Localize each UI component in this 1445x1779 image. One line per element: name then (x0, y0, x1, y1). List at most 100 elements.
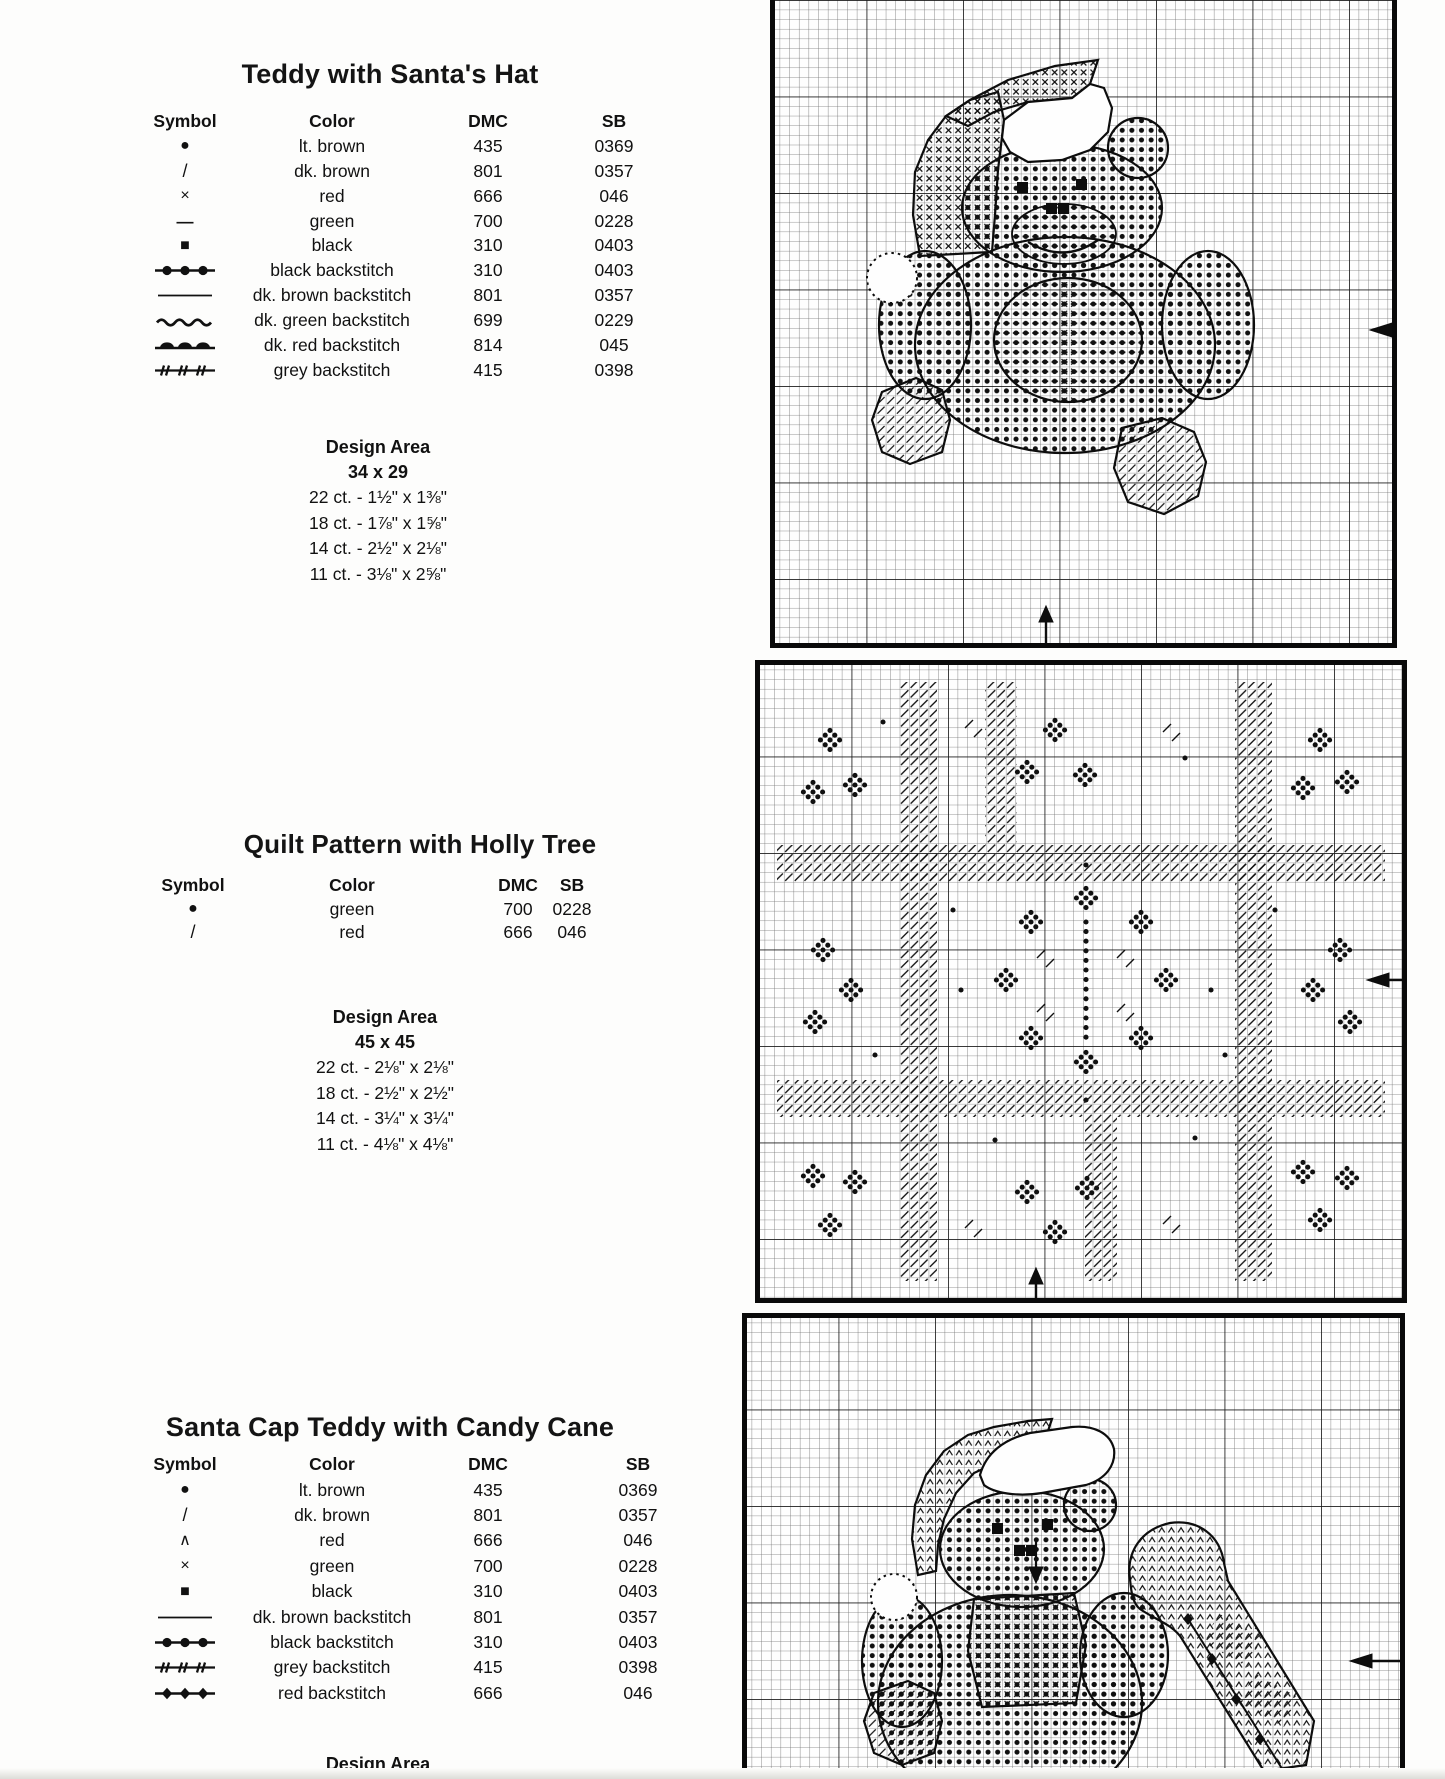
legend-value: 0398 (618, 1657, 658, 1678)
teddy-left-foot (862, 1679, 944, 1767)
legend-2-symbol-column: Symbol ● / (33, 874, 353, 944)
legend-1-dmc-column: DMC 435 801 666 700 310 310 801 699 814 … (328, 109, 648, 383)
legend-value: 666 (503, 921, 533, 942)
legend-2-color-column: Color green red (192, 874, 512, 944)
design-area-count: 18 ct. - 1⅞" x 1⅝" (309, 512, 447, 533)
legend-value: black (311, 1581, 353, 1602)
legend-value: red (319, 1530, 345, 1551)
legend-value: lt. brown (298, 1479, 366, 1500)
design-area-count: 18 ct. - 2½" x 2½" (316, 1082, 454, 1103)
legend-3-symbol-column: Symbol ● / ∧ × ■ (25, 1452, 345, 1706)
legend-value: 0357 (594, 285, 634, 306)
legend-value: 310 (473, 260, 503, 281)
legend-value: dk. green backstitch (254, 310, 410, 331)
legend-value: green (309, 1555, 355, 1576)
section-1-title: Teddy with Santa's Hat (241, 59, 539, 89)
center-left-arrow-icon (1365, 972, 1404, 988)
legend-1-dmc-header: DMC (468, 110, 508, 131)
design-area-count: 14 ct. - 3¼" x 3¼" (316, 1108, 454, 1128)
teddy-face-details (1017, 179, 1087, 214)
legend-value: 801 (473, 160, 503, 181)
legend-value: 0398 (594, 359, 634, 380)
santa-hat-crown (1000, 82, 1114, 164)
legend-value: 801 (473, 1606, 503, 1627)
legend-1-color-column: Color lt. brown dk. brown red green blac… (172, 109, 492, 383)
teddy-with-santas-hat-chart (770, 0, 1397, 648)
candy-cane-diamond-backstitch (1183, 1613, 1287, 1776)
legend-3-sb-header: SB (625, 1454, 651, 1475)
teddy-left-foot (870, 376, 952, 466)
legend-1-symbol-column: Symbol ● / × — ■ (25, 109, 345, 383)
quilt-pattern-with-holly-tree-chart (755, 660, 1407, 1303)
legend-value: red backstitch (278, 1682, 386, 1703)
holly-sprigs (800, 717, 1363, 1245)
center-bottom-arrow-icon (1028, 1266, 1044, 1300)
design-area-count: 11 ct. - 3⅛" x 2⅝" (309, 563, 447, 584)
legend-value: 045 (599, 334, 629, 355)
design-area-2: Design Area 45 x 45 22 ct. - 2⅛" x 2⅛" 1… (316, 1005, 454, 1157)
legend-value: 0229 (594, 310, 634, 331)
diamond-line-icon (154, 1681, 216, 1706)
legend-value: dk. brown (294, 1504, 370, 1525)
wavy-line-icon (154, 308, 216, 333)
quilt-lattice-bands (777, 682, 1385, 1281)
page-scan-edge (0, 1768, 1445, 1779)
teddy-sweater (966, 1591, 1088, 1709)
legend-value: 0228 (618, 1555, 658, 1576)
legend-value: dk. red backstitch (263, 334, 401, 355)
santa-cap-teddy-with-candy-cane-chart (742, 1313, 1405, 1779)
legend-value: 0403 (618, 1631, 658, 1652)
legend-value: 801 (473, 1504, 503, 1525)
plain-line-icon (154, 1604, 216, 1629)
legend-value: 0228 (552, 898, 592, 919)
legend-value: 435 (473, 135, 503, 156)
legend-value: green (329, 898, 375, 919)
chart-2-border (755, 660, 1407, 1303)
legend-value: 666 (473, 1530, 503, 1551)
teddy-right-foot (1112, 416, 1208, 516)
santa-cap-crown (978, 1425, 1116, 1496)
center-left-arrow-icon (1348, 1653, 1400, 1669)
legend-value: 046 (623, 1530, 653, 1551)
legend-1-symbol-header: Symbol (153, 110, 217, 131)
legend-value: 666 (473, 185, 503, 206)
candy-cane-stripe (1204, 1613, 1262, 1667)
slash-icon: / (182, 161, 188, 182)
legend-value: 700 (473, 210, 503, 231)
dotted-line-icon (154, 258, 216, 283)
legend-value: grey backstitch (273, 359, 391, 380)
legend-value: 0403 (594, 260, 634, 281)
design-area-count: 22 ct. - 2⅛" x 2⅛" (316, 1057, 454, 1077)
legend-value: 700 (503, 898, 533, 919)
legend-value: 814 (473, 334, 503, 355)
legend-value: black (311, 235, 353, 256)
legend-value: 0403 (594, 235, 634, 256)
square-icon: ■ (180, 1582, 190, 1600)
santa-cap-teddy-figure (860, 1417, 1316, 1779)
design-area-label: Design Area (325, 437, 431, 457)
legend-2-sb-header: SB (559, 875, 585, 896)
legend-value: 435 (473, 1479, 503, 1500)
legend-value: 310 (473, 1631, 503, 1652)
santa-hat-pompom (866, 252, 918, 304)
center-down-arrow-icon (1028, 1541, 1044, 1585)
slash-icon: / (182, 1505, 188, 1526)
legend-2-dmc-column: DMC 700 666 (358, 874, 678, 944)
stray-stitch-dots (872, 719, 1278, 1143)
legend-value: 046 (557, 921, 587, 942)
legend-value: black backstitch (270, 260, 394, 281)
design-area-label: Design Area (332, 1007, 438, 1027)
dot-icon: ● (180, 1481, 190, 1499)
center-bottom-arrow-icon (1038, 604, 1054, 643)
legend-1-sb-header: SB (601, 110, 627, 131)
section-2-title: Quilt Pattern with Holly Tree (243, 829, 597, 859)
legend-3-dmc-column: DMC 435 801 666 700 310 801 310 415 666 (328, 1452, 648, 1706)
legend-value: 310 (473, 235, 503, 256)
legend-3-color-column: Color lt. brown dk. brown red green blac… (172, 1452, 492, 1706)
legend-value: 0228 (594, 210, 634, 231)
design-area-count: 14 ct. - 2½" x 2⅛" (309, 538, 447, 558)
hash-line-icon (154, 1655, 216, 1680)
teddy-face-details (992, 1519, 1053, 1556)
legend-value: dk. brown backstitch (252, 1606, 412, 1627)
legend-3-color-header: Color (309, 1454, 355, 1475)
